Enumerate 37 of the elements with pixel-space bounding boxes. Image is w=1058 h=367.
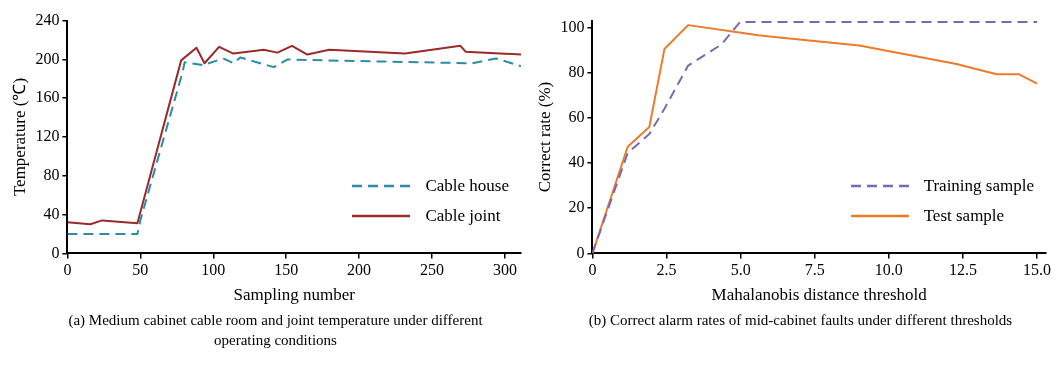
y-axis-title: Temperature (℃) <box>9 77 29 197</box>
x-tick-label: 12.5 <box>948 261 977 279</box>
x-tick-label: 200 <box>347 261 372 279</box>
y-tick-label: 200 <box>35 49 60 67</box>
y-axis-title: Correct rate (%) <box>534 81 554 193</box>
y-tick-label: 60 <box>568 107 585 125</box>
x-tick-label: 15.0 <box>1023 261 1052 279</box>
y-tick-label: 0 <box>51 243 60 261</box>
legend-label: Test sample <box>923 206 1005 226</box>
x-tick-label: 0 <box>588 261 597 279</box>
y-tick-label: 160 <box>35 88 60 106</box>
y-tick-label: 80 <box>43 166 60 183</box>
x-tick-label: 7.5 <box>804 261 825 279</box>
x-tick-label: 150 <box>274 261 299 279</box>
x-axis-title: Sampling number <box>233 285 356 305</box>
text: (a) Medium cabinet cable room and joint temperature under different operating conditions <box>67 311 484 350</box>
x-tick-label: 300 <box>492 261 517 279</box>
legend-label: Cable house <box>425 176 509 196</box>
x-tick-label: 10.0 <box>874 261 903 279</box>
text: (b) Correct alarm rates of mid-cabinet faults under different thresholds <box>587 311 1014 330</box>
x-tick-label: 5.0 <box>730 261 751 279</box>
y-tick-label: 20 <box>568 198 585 216</box>
x-tick-label: 50 <box>132 261 149 279</box>
x-tick-label: 0 <box>63 261 72 279</box>
legend-label: Training sample <box>923 176 1034 196</box>
y-tick-label: 120 <box>35 127 60 145</box>
y-tick-label: 40 <box>43 204 60 222</box>
y-tick-label: 0 <box>576 243 585 261</box>
y-tick-label: 240 <box>35 10 60 28</box>
x-tick-label: 100 <box>201 261 226 279</box>
y-tick-label: 80 <box>568 62 585 80</box>
x-tick-label: 250 <box>420 261 445 279</box>
x-axis-title: Mahalanobis distance threshold <box>711 285 928 305</box>
y-tick-label: 40 <box>568 153 585 171</box>
x-tick-label: 2.5 <box>656 261 677 279</box>
y-tick-label: 100 <box>560 17 585 35</box>
legend-label: Cable joint <box>425 206 501 226</box>
